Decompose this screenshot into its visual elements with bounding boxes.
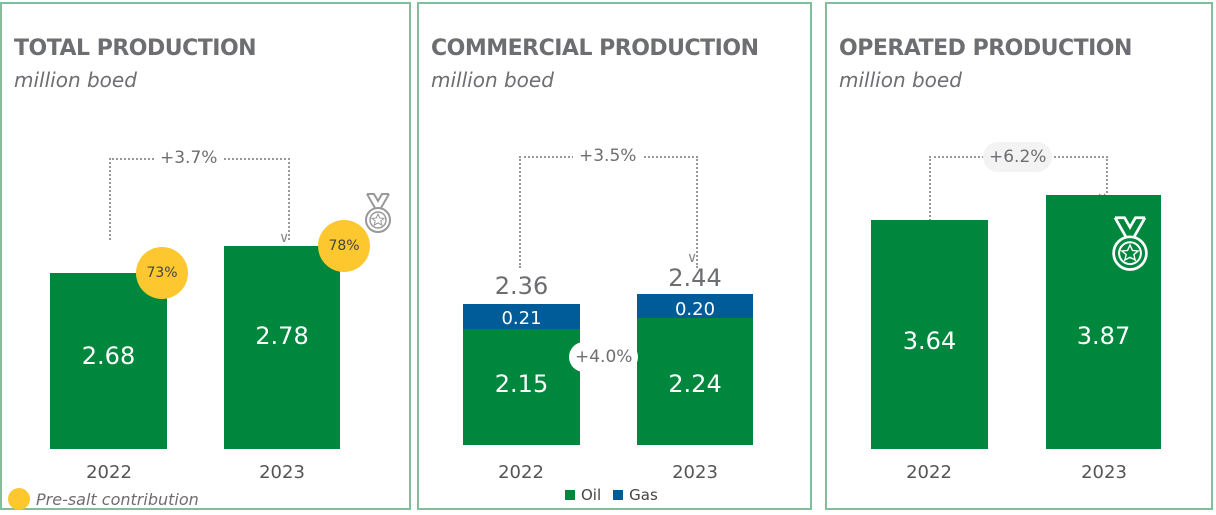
total-label-2022: 2.36 — [494, 272, 549, 300]
chart-title: COMMERCIAL PRODUCTION — [431, 36, 759, 61]
bar-2023 — [224, 246, 340, 449]
legend-swatch-gas — [613, 490, 624, 500]
oil-value-2023: 2.24 — [668, 370, 722, 398]
bar-value-2023: 2.78 — [255, 322, 309, 350]
oil-bar-2022 — [463, 329, 580, 445]
x-label-2023: 2023 — [259, 462, 305, 483]
legend: Pre-salt contribution — [8, 488, 199, 510]
total-production-panel: TOTAL PRODUCTION million boed +3.7% ∨ 2.… — [0, 2, 411, 510]
oil-change-label: +4.0% — [569, 342, 639, 372]
legend-label-oil: Oil — [581, 486, 602, 504]
oil-value-2022: 2.15 — [494, 370, 549, 398]
chart-title: TOTAL PRODUCTION — [14, 36, 257, 61]
medal-icon — [1112, 216, 1148, 271]
chart-subtitle: million boed — [14, 68, 137, 92]
change-connector — [519, 156, 698, 268]
x-label-2022: 2022 — [498, 462, 544, 483]
gas-bar-2023 — [637, 293, 753, 319]
legend: Oil Gas — [565, 486, 658, 504]
change-label: +6.2% — [983, 142, 1053, 172]
operated-production-panel: OPERATED PRODUCTION million boed +6.2% ∨… — [825, 2, 1213, 510]
legend-label: Pre-salt contribution — [36, 489, 199, 509]
x-label-2023: 2023 — [672, 462, 718, 483]
legend-swatch-oil — [565, 490, 575, 500]
medal-icon — [365, 193, 391, 233]
bar-2022 — [871, 219, 988, 449]
gas-bar-2022 — [463, 303, 580, 330]
bar-2023 — [1046, 194, 1161, 449]
gas-value-2022: 0.21 — [501, 308, 542, 329]
bar-2022 — [50, 273, 167, 449]
total-label-2023: 2.44 — [668, 264, 722, 292]
x-label-2022: 2022 — [86, 462, 132, 483]
bar-value-2023: 3.87 — [1076, 322, 1131, 350]
chart-subtitle: million boed — [431, 68, 554, 92]
oil-bar-2023 — [637, 318, 753, 445]
legend-swatch-presalt — [8, 488, 30, 510]
chart-title: OPERATED PRODUCTION — [839, 36, 1132, 61]
x-label-2023: 2023 — [1081, 462, 1127, 483]
legend-label-gas: Gas — [629, 486, 658, 504]
presalt-badge-2023: 78% — [318, 220, 370, 272]
presalt-badge-2022: 73% — [136, 247, 188, 299]
arrow-down-icon: ∨ — [279, 230, 290, 246]
change-connector — [109, 158, 290, 240]
change-label: +3.7% — [154, 148, 224, 168]
arrow-down-icon: ∨ — [687, 250, 698, 266]
commercial-production-panel: COMMERCIAL PRODUCTION million boed +3.5%… — [417, 2, 812, 510]
x-label-2022: 2022 — [906, 462, 952, 483]
bar-value-2022: 2.68 — [81, 342, 136, 370]
gas-value-2023: 0.20 — [674, 299, 716, 320]
chart-subtitle: million boed — [839, 68, 962, 92]
bar-value-2022: 3.64 — [902, 327, 957, 355]
change-label: +3.5% — [573, 146, 643, 166]
